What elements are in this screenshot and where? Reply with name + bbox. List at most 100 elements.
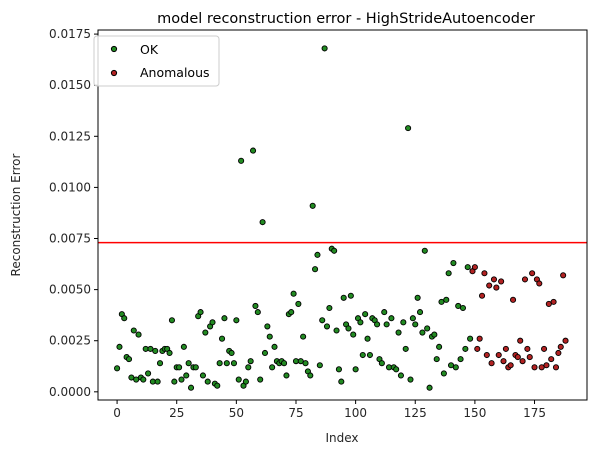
x-axis: 0 25 50 75 100 125 150 175 (113, 400, 546, 420)
y-axis: 0.0000 0.0025 0.0050 0.0075 0.0100 0.0125 0.01… (49, 27, 98, 399)
anomalous-point (521, 276, 529, 283)
ok-point (261, 349, 269, 357)
anomalous-point (493, 284, 500, 291)
anomalous-point (495, 351, 502, 359)
anomalous-point (531, 364, 538, 371)
ok-point (140, 376, 147, 383)
ok-point (283, 372, 290, 379)
ok-point (269, 364, 276, 371)
anomalous-point (481, 270, 488, 277)
ok-point (271, 343, 278, 350)
ok-point (452, 364, 459, 371)
ok-point (352, 366, 359, 373)
anomalous-point (483, 351, 490, 359)
ok-point (238, 157, 245, 164)
ok-point (395, 329, 402, 336)
ok-point (357, 319, 364, 326)
ok-point (192, 364, 199, 371)
ok-point (335, 366, 342, 373)
ok-point (228, 349, 235, 357)
ok-point (257, 376, 264, 383)
ok-point (281, 360, 288, 367)
anomalous-point (555, 349, 562, 357)
anomalous-point (548, 356, 555, 363)
anomalous-point (541, 345, 548, 352)
ok-point (436, 343, 443, 350)
ok-point (323, 323, 331, 330)
ok-point (388, 315, 395, 322)
y-tick-label: 0.0125 (49, 129, 91, 143)
ok-point (309, 202, 316, 209)
ok-point (130, 327, 137, 334)
ok-point (383, 321, 390, 328)
ok-point (302, 360, 309, 367)
x-tick-label: 75 (288, 406, 303, 420)
ok-point (154, 378, 161, 385)
ok-point (366, 351, 373, 359)
ok-point (178, 376, 185, 383)
ok-point (245, 364, 252, 371)
ok-point (295, 300, 302, 307)
ok-point (218, 335, 226, 342)
anomalous-point (478, 292, 486, 299)
y-tick-label: 0.0075 (49, 232, 91, 246)
ok-point (345, 325, 352, 332)
ok-point (204, 378, 211, 385)
ok-point (467, 335, 474, 342)
anomalous-point (502, 345, 509, 352)
ok-point (259, 219, 266, 226)
ok-point (166, 349, 173, 357)
ok-point (326, 304, 333, 312)
ok-point (230, 360, 238, 367)
y-axis-title: Reconstruction Error (9, 154, 23, 277)
ok-point (145, 370, 152, 377)
ok-point (333, 327, 340, 334)
anomalous-point (490, 276, 498, 283)
ok-point (431, 331, 438, 338)
ok-point (307, 372, 314, 379)
x-axis-title: Index (325, 431, 358, 445)
anomalous-point (500, 358, 507, 365)
ok-point (331, 247, 338, 254)
ok-point (405, 125, 412, 132)
ok-point (416, 309, 424, 316)
ok-point (462, 345, 469, 352)
ok-point (445, 270, 452, 277)
ok-point (116, 343, 123, 350)
ok-point (247, 358, 254, 365)
anomalous-point (510, 296, 517, 303)
anomalous-point (526, 354, 533, 361)
ok-point (393, 366, 400, 373)
points-layer (114, 45, 569, 391)
ok-point (171, 378, 178, 385)
ok-point (216, 360, 223, 367)
x-tick-label: 50 (229, 406, 244, 420)
ok-point (409, 315, 416, 322)
ok-point (359, 351, 366, 359)
anomalous-point (519, 358, 526, 365)
ok-point (316, 362, 323, 369)
ok-point (459, 304, 467, 312)
ok-point (209, 319, 216, 326)
legend-box (93, 35, 220, 87)
anomalous-point (486, 282, 493, 289)
ok-point (381, 309, 388, 316)
anomalous-point (488, 360, 495, 367)
ok-point (197, 309, 204, 316)
anomalous-point (560, 272, 567, 279)
anomalous-point (476, 335, 483, 342)
anomalous-point (529, 270, 536, 277)
anomalous-point (552, 364, 560, 371)
ok-point (221, 315, 228, 322)
ok-point (264, 323, 271, 330)
ok-point (433, 356, 440, 363)
ok-point (400, 319, 407, 326)
ok-point (362, 311, 369, 318)
ok-point (407, 376, 414, 383)
ok-point (440, 370, 447, 377)
anomalous-point (517, 337, 524, 344)
ok-point (419, 329, 426, 336)
ok-point (378, 360, 385, 367)
legend-label-anomalous: Anomalous (140, 65, 210, 80)
